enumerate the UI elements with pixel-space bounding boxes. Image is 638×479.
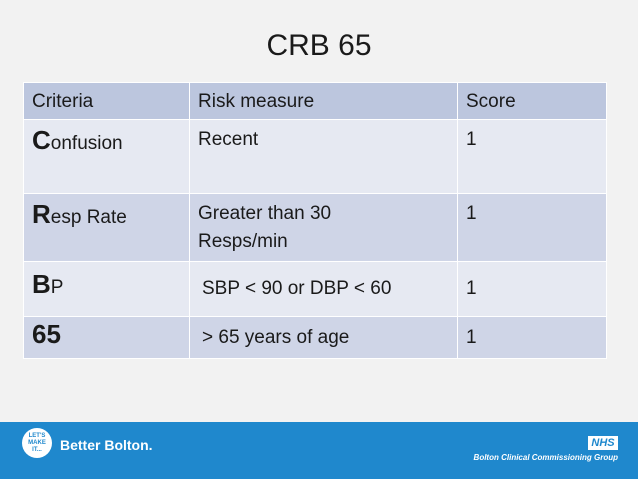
table-row: Resp Rate Greater than 30 Resps/min 1	[23, 193, 607, 262]
risk-measure-cell: SBP < 90 or DBP < 60	[189, 261, 458, 317]
nhs-logo: NHS	[588, 436, 618, 450]
criteria-rest: esp Rate	[50, 207, 127, 228]
criteria-cell: 65	[23, 316, 190, 359]
criteria-cell: Resp Rate	[23, 193, 190, 262]
header-risk-measure: Risk measure	[189, 82, 458, 120]
header-score: Score	[457, 82, 607, 120]
criteria-initial: B	[32, 269, 51, 299]
crb65-table: Criteria Risk measure Score Confusion Re…	[23, 82, 607, 359]
criteria-cell: Confusion	[23, 119, 190, 194]
criteria-initial: R	[32, 199, 51, 229]
ccg-name: Bolton Clinical Commissioning Group	[473, 453, 618, 462]
score-cell: 1	[457, 193, 607, 262]
lets-make-it-logo: LET'S MAKE IT...	[22, 428, 52, 458]
risk-measure-line-2: Resps/min	[198, 231, 288, 252]
score-cell: 1	[457, 261, 607, 317]
score-cell: 1	[457, 119, 607, 194]
criteria-initial: 65	[32, 319, 61, 349]
footer-bar: LET'S MAKE IT... Better Bolton. NHS Bolt…	[0, 422, 638, 479]
slide-title: CRB 65	[266, 29, 372, 62]
criteria-initial: C	[32, 125, 51, 155]
criteria-cell: BP	[23, 261, 190, 317]
table-row: BP SBP < 90 or DBP < 60 1	[23, 261, 607, 317]
criteria-rest: onfusion	[50, 133, 123, 154]
risk-measure-cell: > 65 years of age	[189, 316, 458, 359]
risk-measure-cell: Recent	[189, 119, 458, 194]
table-header-row: Criteria Risk measure Score	[23, 82, 607, 120]
risk-measure-line-1: Greater than 30	[198, 203, 332, 224]
score-cell: 1	[457, 316, 607, 359]
table-row: Confusion Recent 1	[23, 119, 607, 194]
risk-measure-cell: Greater than 30 Resps/min	[189, 193, 458, 262]
criteria-rest: P	[50, 277, 64, 298]
better-bolton-brand: Better Bolton.	[60, 437, 153, 453]
header-criteria: Criteria	[23, 82, 190, 120]
table-row: 65 > 65 years of age 1	[23, 316, 607, 359]
